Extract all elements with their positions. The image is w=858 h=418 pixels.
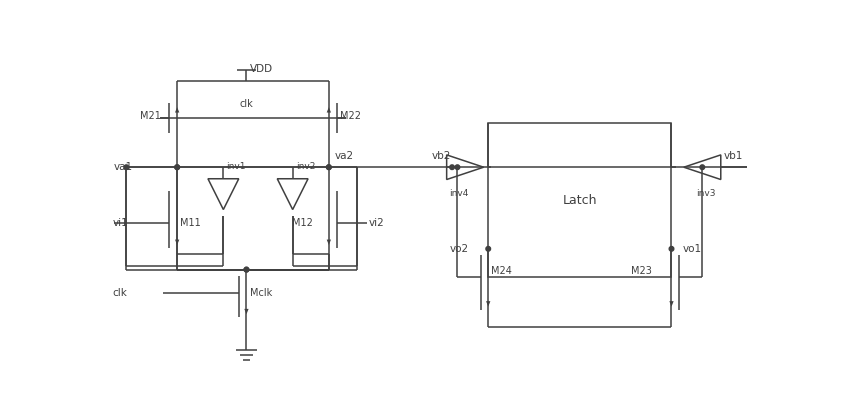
Circle shape <box>669 247 674 251</box>
Text: VDD: VDD <box>250 64 273 74</box>
Polygon shape <box>175 107 179 112</box>
Circle shape <box>175 165 179 170</box>
Polygon shape <box>175 240 179 245</box>
Text: inv2: inv2 <box>296 162 315 171</box>
Circle shape <box>245 267 249 272</box>
Circle shape <box>327 165 331 170</box>
Text: inv4: inv4 <box>450 189 468 198</box>
Circle shape <box>175 165 179 170</box>
Circle shape <box>455 165 460 170</box>
Circle shape <box>245 267 249 272</box>
Polygon shape <box>669 301 674 306</box>
Text: clk: clk <box>239 99 253 109</box>
Circle shape <box>450 165 455 170</box>
Text: M23: M23 <box>631 266 652 276</box>
Circle shape <box>486 247 491 251</box>
Text: M22: M22 <box>340 111 360 121</box>
Text: inv1: inv1 <box>227 162 246 171</box>
Text: M21: M21 <box>140 111 161 121</box>
Text: vi2: vi2 <box>369 219 384 228</box>
Text: M12: M12 <box>292 219 313 228</box>
Bar <box>488 123 672 277</box>
Text: clk: clk <box>112 288 127 298</box>
Circle shape <box>124 165 129 170</box>
Text: M24: M24 <box>492 266 512 276</box>
Text: vo2: vo2 <box>450 244 468 254</box>
Polygon shape <box>327 240 331 245</box>
Polygon shape <box>327 107 331 112</box>
Text: vi1: vi1 <box>112 219 128 228</box>
Text: Mclk: Mclk <box>250 288 272 298</box>
Text: inv3: inv3 <box>697 189 716 198</box>
Text: vb2: vb2 <box>432 151 451 161</box>
Polygon shape <box>245 309 249 314</box>
Text: vo1: vo1 <box>682 244 701 254</box>
Text: va2: va2 <box>335 151 354 161</box>
Text: va1: va1 <box>114 162 133 172</box>
Circle shape <box>327 165 331 170</box>
Circle shape <box>700 165 704 170</box>
Text: M11: M11 <box>180 219 201 228</box>
Polygon shape <box>486 301 491 306</box>
Text: vb1: vb1 <box>724 151 743 161</box>
Text: Latch: Latch <box>563 194 597 207</box>
